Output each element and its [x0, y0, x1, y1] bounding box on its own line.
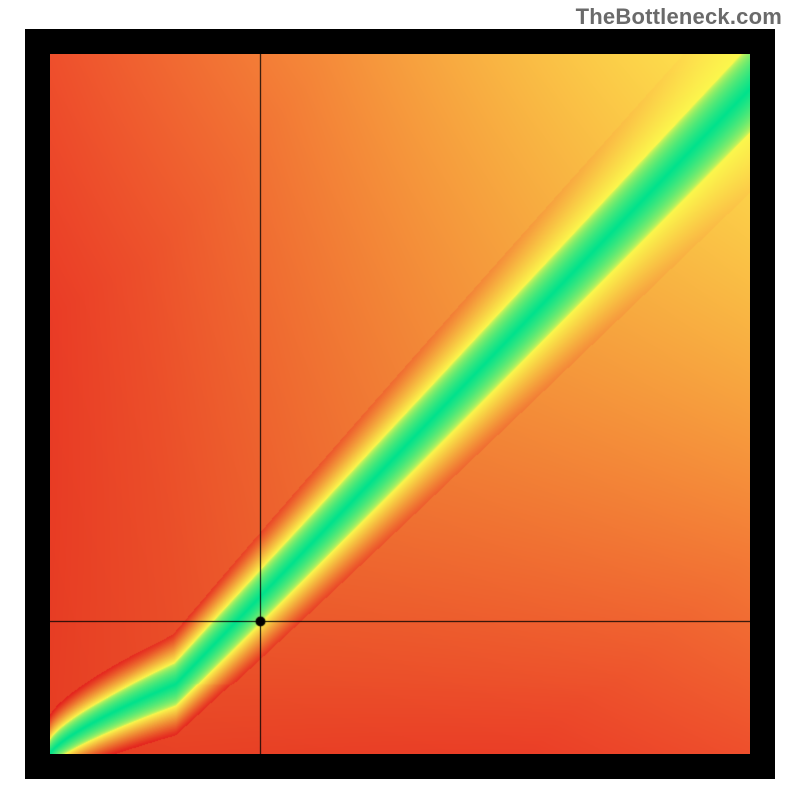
watermark-text: TheBottleneck.com — [576, 4, 782, 30]
chart-frame — [25, 29, 775, 779]
heatmap-canvas — [50, 54, 750, 754]
